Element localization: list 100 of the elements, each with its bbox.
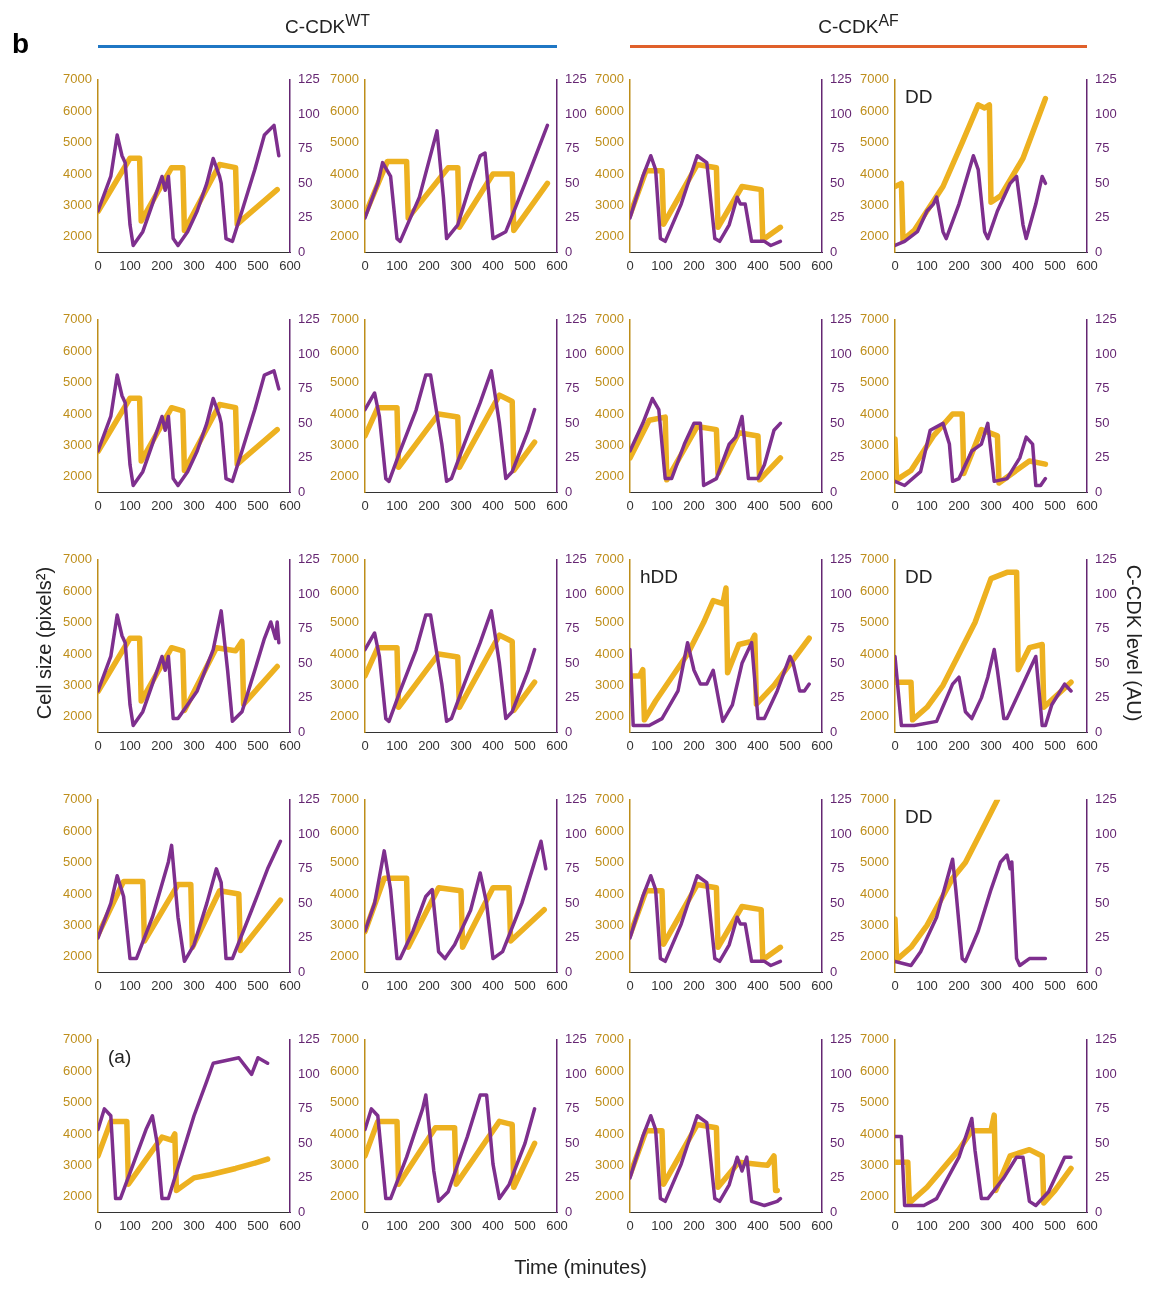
- x-tick-label: 500: [1044, 257, 1066, 273]
- x-tick-label: 100: [119, 977, 141, 993]
- x-tick-label: 200: [151, 1217, 173, 1233]
- y-tick-label: 2000: [860, 708, 889, 724]
- y2-tick-label: 75: [830, 620, 845, 636]
- x-tick-label: 100: [651, 497, 673, 513]
- y2-tick-label: 100: [830, 105, 852, 121]
- y-tick-label: 6000: [330, 1062, 359, 1078]
- x-tick-label: 200: [683, 1217, 705, 1233]
- y2-tick-label: 50: [565, 894, 580, 910]
- x-tick-label: 500: [1044, 737, 1066, 753]
- x-tick-label: 200: [151, 737, 173, 753]
- y-tick-label: 2000: [63, 708, 92, 724]
- x-tick-label: 500: [1044, 977, 1066, 993]
- y-tick-label: 7000: [330, 71, 359, 87]
- y2-tick-label: 50: [1095, 1134, 1110, 1150]
- y-tick-label: 6000: [860, 822, 889, 838]
- x-tick-label: 600: [1076, 497, 1098, 513]
- x-tick-label: 0: [94, 257, 102, 273]
- x-tick-label: 600: [279, 497, 301, 513]
- y2-tick-label: 125: [830, 71, 852, 87]
- y2-tick-label: 25: [565, 449, 580, 465]
- x-tick-label: 100: [651, 257, 673, 273]
- y2-tick-label: 25: [1095, 689, 1110, 705]
- y2-tick-label: 50: [298, 174, 313, 190]
- y2-tick-label: 75: [298, 620, 313, 636]
- y2-tick-label: 75: [298, 380, 313, 396]
- x-tick-label: 0: [94, 977, 102, 993]
- y-tick-label: 3000: [330, 196, 359, 212]
- x-tick-label: 300: [715, 1217, 737, 1233]
- x-tick-label: 400: [482, 977, 504, 993]
- x-tick-label: 300: [715, 497, 737, 513]
- y2-tick-label: 125: [298, 1031, 320, 1047]
- y2-tick-label: 100: [830, 1065, 852, 1081]
- y2-tick-label: 0: [565, 483, 573, 499]
- y-tick-label: 3000: [63, 196, 92, 212]
- y2-tick-label: 125: [565, 311, 587, 327]
- y2-tick-label: 50: [1095, 414, 1110, 430]
- y-tick-label: 2000: [595, 228, 624, 244]
- y2-tick-label: 100: [830, 345, 852, 361]
- y-tick-label: 2000: [63, 948, 92, 964]
- y2-tick-label: 25: [830, 449, 845, 465]
- y2-tick-label: 125: [298, 791, 320, 807]
- y-tick-label: 6000: [595, 582, 624, 598]
- x-tick-label: 600: [279, 257, 301, 273]
- x-tick-label: 300: [715, 257, 737, 273]
- y2-tick-label: 100: [1095, 825, 1117, 841]
- y-tick-label: 6000: [595, 102, 624, 118]
- y2-tick-label: 125: [1095, 551, 1117, 567]
- x-tick-label: 500: [514, 497, 536, 513]
- y2-tick-label: 75: [298, 140, 313, 156]
- x-tick-label: 0: [94, 1217, 102, 1233]
- y-tick-label: 7000: [595, 551, 624, 567]
- x-tick-label: 400: [482, 257, 504, 273]
- y-tick-label: 4000: [860, 645, 889, 661]
- y-tick-label: 4000: [330, 165, 359, 181]
- x-tick-label: 0: [361, 1217, 369, 1233]
- y-tick-label: 4000: [63, 405, 92, 421]
- y-tick-label: 4000: [595, 885, 624, 901]
- y-tick-label: 2000: [860, 468, 889, 484]
- y-tick-label: 2000: [595, 1188, 624, 1204]
- chart-title: C-CDK$^{WT}$: [284, 12, 371, 39]
- x-tick-label: 200: [418, 737, 440, 753]
- y-tick-label: 6000: [63, 582, 92, 598]
- y-tick-label: 5000: [330, 134, 359, 150]
- y-tick-label: 4000: [63, 1125, 92, 1141]
- y-tick-label: 5000: [330, 854, 359, 870]
- y2-tick-label: 125: [565, 551, 587, 567]
- y-tick-label: 3000: [595, 1156, 624, 1172]
- y2-tick-label: 0: [1095, 963, 1103, 979]
- x-tick-label: 600: [1076, 1217, 1098, 1233]
- x-tick-label: 100: [386, 1217, 408, 1233]
- y-tick-label: 6000: [860, 342, 889, 358]
- x-tick-label: 500: [247, 497, 269, 513]
- y-tick-label: 7000: [63, 311, 92, 327]
- x-tick-label: 500: [1044, 1217, 1066, 1233]
- x-tick-label: 100: [916, 737, 938, 753]
- y2-tick-label: 125: [1095, 1031, 1117, 1047]
- y-tick-label: 7000: [63, 71, 92, 87]
- x-tick-label: 500: [247, 1217, 269, 1233]
- y2-tick-label: 25: [298, 209, 313, 225]
- x-tick-label: 200: [948, 977, 970, 993]
- y2-tick-label: 125: [1095, 71, 1117, 87]
- y2-tick-label: 125: [565, 1031, 587, 1047]
- x-tick-label: 400: [747, 497, 769, 513]
- y-tick-label: 6000: [595, 822, 624, 838]
- y2-tick-label: 100: [1095, 345, 1117, 361]
- x-tick-label: 0: [626, 257, 634, 273]
- x-tick-label: 600: [811, 977, 833, 993]
- annotation: DD: [905, 85, 933, 107]
- x-tick-label: 500: [247, 737, 269, 753]
- y-tick-label: 7000: [330, 1031, 359, 1047]
- y-tick-label: 7000: [860, 551, 889, 567]
- y-tick-label: 5000: [860, 854, 889, 870]
- x-tick-label: 100: [386, 977, 408, 993]
- y2-tick-label: 25: [298, 689, 313, 705]
- y-tick-label: 7000: [860, 71, 889, 87]
- y-tick-label: 2000: [595, 468, 624, 484]
- x-tick-label: 500: [779, 977, 801, 993]
- y2-tick-label: 125: [298, 311, 320, 327]
